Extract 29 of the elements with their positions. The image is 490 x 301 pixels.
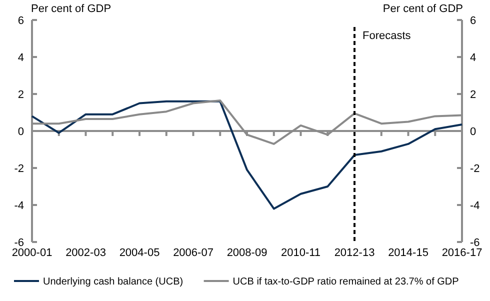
y-tick-label: 4 <box>18 52 24 64</box>
x-tick-label: 2000-01 <box>12 247 52 259</box>
y-tick-label: -2 <box>14 162 24 175</box>
y2-axis-title: Per cent of GDP <box>382 3 463 15</box>
y-axis-title: Per cent of GDP <box>31 3 112 15</box>
x-tick-label: 2014-15 <box>388 247 428 259</box>
x-tick-label: 2012-13 <box>334 247 375 259</box>
y-tick-label: -4 <box>14 200 24 212</box>
x-tick-label: 2006-07 <box>173 247 214 259</box>
x-tick-label: 2008-09 <box>226 247 268 259</box>
y-tick-label: 6 <box>18 14 24 27</box>
legend-label: Underlying cash balance (UCB) <box>43 276 184 288</box>
x-tick-label: 2016-17 <box>442 247 482 259</box>
y2-tick-label: 6 <box>470 14 476 27</box>
y2-tick-label: 4 <box>470 52 476 64</box>
y2-tick-label: -6 <box>470 236 480 249</box>
y-tick-label: 2 <box>18 88 24 101</box>
y-tick-label: 0 <box>18 126 24 138</box>
x-tick-label: 2010-11 <box>280 247 321 259</box>
ref-line-label: Forecasts <box>362 30 412 42</box>
y2-tick-label: -2 <box>470 162 480 175</box>
y2-tick-label: 2 <box>470 88 476 101</box>
line-series <box>31 100 463 210</box>
x-tick-label: 2002-03 <box>66 247 106 259</box>
legend-label: UCB if tax-to-GDP ratio remained at 23.7% of GDP <box>232 276 460 288</box>
y2-tick-label: -4 <box>470 200 480 212</box>
y2-tick-label: 0 <box>470 126 476 138</box>
y-tick-label: -6 <box>14 236 24 249</box>
x-tick-label: 2004-05 <box>119 247 160 259</box>
